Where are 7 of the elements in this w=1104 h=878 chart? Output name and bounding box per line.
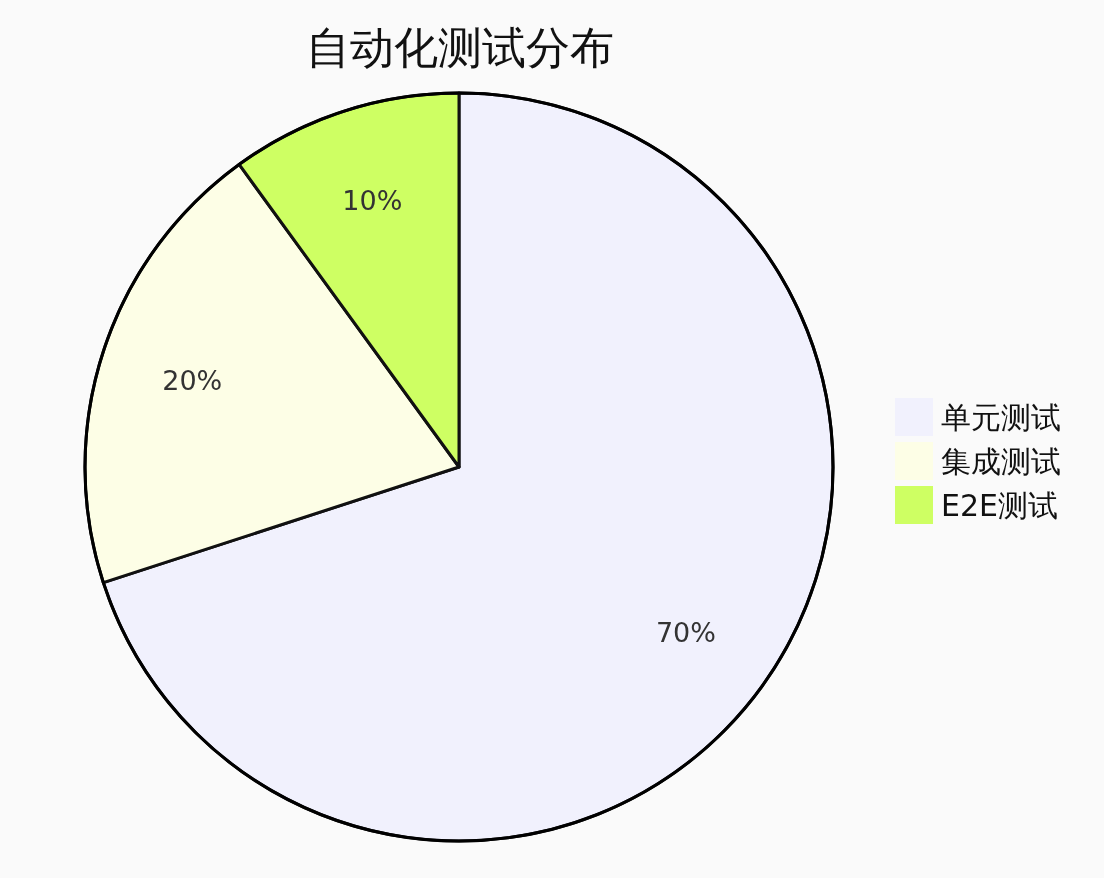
data-label: 70% [655, 616, 716, 648]
data-label: 10% [342, 185, 403, 217]
chart-title: 自动化测试分布 [306, 22, 614, 73]
legend-label: E2E测试 [941, 488, 1058, 523]
slice-label: 单元测试 [941, 400, 1061, 435]
legend-label: 集成测试 [941, 444, 1061, 479]
data-label: 20% [162, 365, 223, 397]
